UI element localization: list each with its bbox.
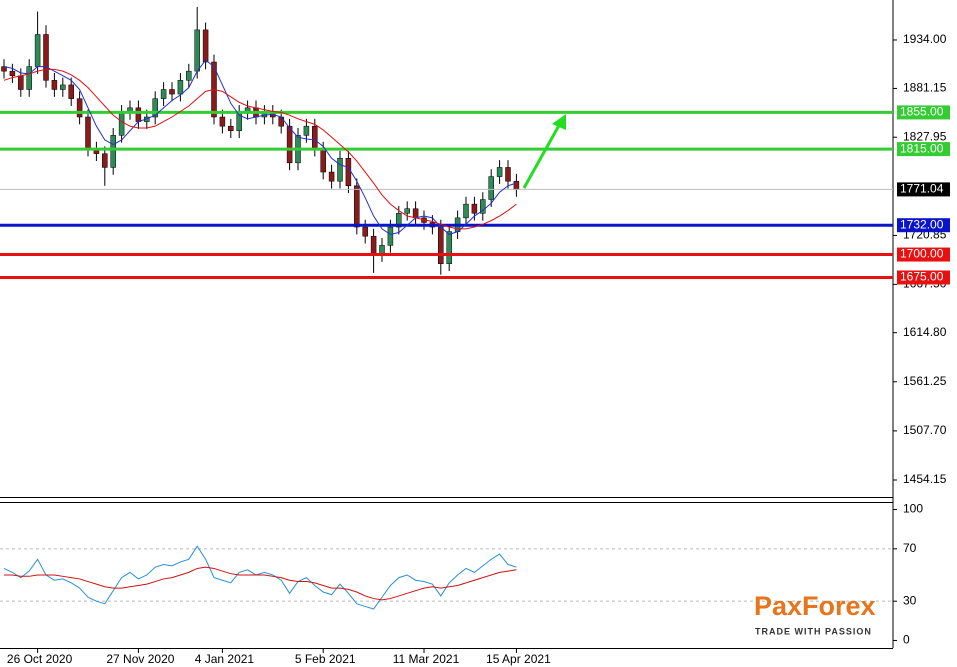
candle-body <box>219 116 226 127</box>
candle-body <box>471 203 478 214</box>
indicator-line <box>3 545 517 610</box>
candle-body <box>396 213 402 228</box>
marks: 26 Oct 2020 27 Nov 2020 4 Jan 2021 5 Feb 20… <box>0 6 950 666</box>
candle-body <box>320 148 326 173</box>
logo-name: PaxForex <box>754 591 876 621</box>
candle-body <box>354 185 360 228</box>
indicator-line <box>4 566 517 601</box>
y-tick-label: 100 <box>903 502 923 516</box>
level-label-box <box>897 105 950 120</box>
candle-body <box>194 29 200 72</box>
candle-body <box>412 208 419 219</box>
candle-body <box>160 89 167 99</box>
arrow <box>522 119 564 189</box>
candle-body <box>438 226 444 264</box>
indicator-line <box>3 68 517 230</box>
y-tick-label: 1827.95 <box>903 129 947 143</box>
x-tick-label: 5 Feb 2021 <box>295 652 356 666</box>
level-label-box <box>897 247 950 262</box>
candle-body <box>312 125 318 150</box>
x-tick-label: 4 Jan 2021 <box>195 652 255 666</box>
candle-body <box>286 125 293 164</box>
candle-body <box>370 235 377 255</box>
candle-body <box>9 70 16 76</box>
candle-body <box>345 158 352 187</box>
y-tick-label: 30 <box>903 593 917 607</box>
y-tick-label: 0 <box>903 633 910 647</box>
y-tick-label: 1454.15 <box>903 472 947 486</box>
y-tick-label: 1614.80 <box>903 325 947 339</box>
candle-body <box>387 226 394 246</box>
level-label-box <box>897 270 950 285</box>
level-label: 1732.00 <box>900 217 944 231</box>
x-tick-label: 27 Nov 2020 <box>106 652 174 666</box>
last-price-label: 1771.04 <box>900 182 944 196</box>
candle-body <box>278 116 284 127</box>
candle-body <box>202 29 209 63</box>
candle-body <box>118 112 125 136</box>
candle-body <box>513 180 520 190</box>
candle-body <box>51 80 58 90</box>
last-price-box <box>897 182 950 197</box>
candle-body <box>135 107 142 122</box>
candle-body <box>463 203 469 219</box>
y-tick-label: 1507.70 <box>903 423 947 437</box>
candle-body <box>337 158 343 182</box>
level-label: 1815.00 <box>900 141 944 155</box>
candle-body <box>34 34 41 67</box>
x-tick-label: 26 Oct 2020 <box>7 652 73 666</box>
candle-body <box>18 75 24 90</box>
candle-body <box>186 70 192 81</box>
candle-body <box>362 226 368 237</box>
x-tick-label: 15 Apr 2021 <box>486 652 551 666</box>
level-label: 1700.00 <box>900 247 944 261</box>
candle-body <box>228 125 234 132</box>
candle-body <box>110 135 116 168</box>
candle-body <box>480 199 486 214</box>
candle-body <box>43 34 49 81</box>
x-tick-label: 11 Mar 2021 <box>393 652 460 666</box>
logo-tagline: TRADE WITH PASSION <box>755 626 872 636</box>
level-label: 1855.00 <box>900 105 944 119</box>
indicator-line <box>3 59 517 235</box>
candle-body <box>328 171 335 182</box>
candle-body <box>505 167 511 182</box>
candle-body <box>85 116 91 150</box>
candle-body <box>152 98 158 118</box>
candle-body <box>76 98 83 118</box>
y-tick-label: 1881.15 <box>903 81 947 95</box>
level-label-box <box>897 142 950 157</box>
candle-body <box>446 231 452 264</box>
y-tick-label: 70 <box>903 541 917 555</box>
level-label-box <box>897 218 950 233</box>
arrow-head <box>552 114 566 130</box>
candle-body <box>177 80 184 95</box>
y-tick-label: 1561.25 <box>903 374 947 388</box>
level-label: 1675.00 <box>900 270 944 284</box>
candle-body <box>496 167 503 177</box>
candle-body <box>26 66 32 90</box>
y-tick-label: 1934.00 <box>903 32 947 46</box>
candle-body <box>404 208 410 214</box>
candle-body <box>60 84 66 90</box>
candle-body <box>169 89 175 95</box>
candle-body <box>488 176 494 200</box>
candle-body <box>68 84 74 99</box>
candle-body <box>102 153 108 168</box>
candle-body <box>303 125 310 136</box>
